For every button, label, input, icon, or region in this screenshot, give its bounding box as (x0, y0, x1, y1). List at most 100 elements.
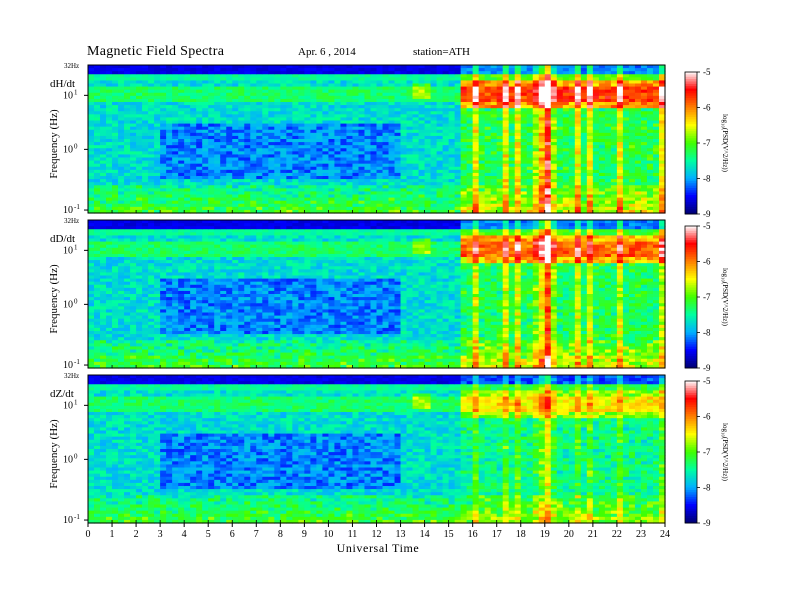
heatmap-cell (370, 191, 378, 196)
heatmap-cell (232, 185, 239, 189)
heatmap-cell (340, 123, 348, 128)
heatmap-cell (202, 123, 209, 128)
heatmap-cell (148, 139, 155, 143)
heatmap-cell (196, 83, 203, 88)
heatmap-cell (394, 86, 402, 91)
heatmap-cell (190, 105, 197, 109)
heatmap-cell (94, 203, 101, 208)
heatmap-cell (178, 120, 185, 125)
heatmap-cell (352, 108, 360, 112)
heatmap-cell (364, 209, 372, 214)
heatmap-cell (352, 65, 360, 69)
heatmap-cell (244, 176, 251, 180)
heatmap-cell (208, 145, 215, 149)
heatmap-cell (298, 142, 305, 146)
heatmap-cell (88, 83, 95, 88)
heatmap-cell (364, 148, 372, 152)
heatmap-cell (142, 120, 149, 125)
heatmap-cell (124, 160, 131, 165)
heatmap-cell (268, 160, 275, 165)
y-tick-label: 100 (63, 142, 78, 155)
heatmap-cell (340, 135, 348, 140)
heatmap-cell (286, 71, 293, 75)
heatmap-cell (364, 68, 372, 72)
heatmap-cell (220, 142, 227, 146)
heatmap-cell (184, 68, 191, 72)
heatmap-cell (130, 105, 137, 109)
heatmap-cell (304, 145, 311, 149)
heatmap-cell (388, 111, 396, 115)
heatmap-cell (364, 108, 372, 112)
heatmap-cell (382, 176, 390, 180)
heatmap-cell (370, 197, 378, 202)
heatmap-cell (412, 135, 420, 140)
heatmap-cell (310, 176, 317, 180)
heatmap-cell (298, 120, 305, 125)
heatmap-cell (340, 176, 348, 180)
heatmap-cell (238, 176, 245, 180)
heatmap-cell (202, 185, 209, 189)
heatmap-cell (238, 191, 245, 196)
heatmap-cell (172, 154, 179, 159)
heatmap-cell (208, 157, 215, 162)
heatmap-cell (118, 68, 125, 72)
heatmap-cell (262, 132, 269, 137)
heatmap-cell (316, 117, 324, 122)
heatmap-cell (382, 92, 390, 97)
heatmap-cell (382, 108, 390, 112)
heatmap-cell (154, 148, 161, 152)
heatmap-cell (274, 102, 281, 106)
heatmap-cell (214, 102, 221, 106)
heatmap-cell (238, 169, 245, 174)
heatmap-cell (88, 117, 95, 122)
heatmap-cell (334, 191, 342, 196)
heatmap-cell (406, 92, 414, 97)
heatmap-cell (208, 111, 215, 115)
heatmap-cell (412, 74, 420, 78)
heatmap-cell (220, 77, 227, 82)
heatmap-cell (208, 68, 215, 72)
heatmap-cell (160, 166, 167, 171)
heatmap-cell (346, 166, 354, 171)
heatmap-cell (268, 105, 275, 109)
heatmap-cell (112, 92, 119, 97)
heatmap-cell (316, 154, 324, 159)
heatmap-cell (172, 83, 179, 88)
heatmap-cell (130, 139, 137, 143)
heatmap-cell (406, 172, 414, 177)
heatmap-cell (382, 105, 390, 109)
heatmap-cell (208, 209, 215, 214)
heatmap-cell (184, 117, 191, 122)
heatmap-cell (274, 98, 281, 103)
heatmap-cell (376, 89, 384, 94)
heatmap-cell (394, 89, 402, 94)
heatmap-cell (118, 148, 125, 152)
heatmap-cell (148, 126, 155, 131)
heatmap-cell (334, 157, 342, 162)
heatmap-cell (274, 206, 281, 211)
heatmap-cell (232, 163, 239, 168)
heatmap-cell (400, 163, 408, 168)
heatmap-cell (370, 68, 378, 72)
heatmap-cell (238, 86, 245, 91)
heatmap-cell (256, 126, 263, 131)
heatmap-cell (316, 68, 324, 72)
heatmap-cell (340, 92, 348, 97)
heatmap-cell (364, 142, 372, 146)
heatmap-cell (292, 74, 299, 78)
heatmap-cell (412, 111, 420, 115)
heatmap-cell (148, 200, 155, 205)
heatmap-cell (148, 114, 155, 119)
heatmap-cell (196, 154, 203, 159)
heatmap-cell (112, 80, 119, 85)
heatmap-cell (214, 176, 221, 180)
heatmap-cell (154, 95, 161, 100)
heatmap-cell (382, 163, 390, 168)
heatmap-cell (370, 172, 378, 177)
y-tick-label: 101 (63, 88, 78, 101)
heatmap-cell (340, 105, 348, 109)
heatmap-cell (154, 135, 161, 140)
heatmap-cell (106, 74, 113, 78)
heatmap-cell (118, 111, 125, 115)
